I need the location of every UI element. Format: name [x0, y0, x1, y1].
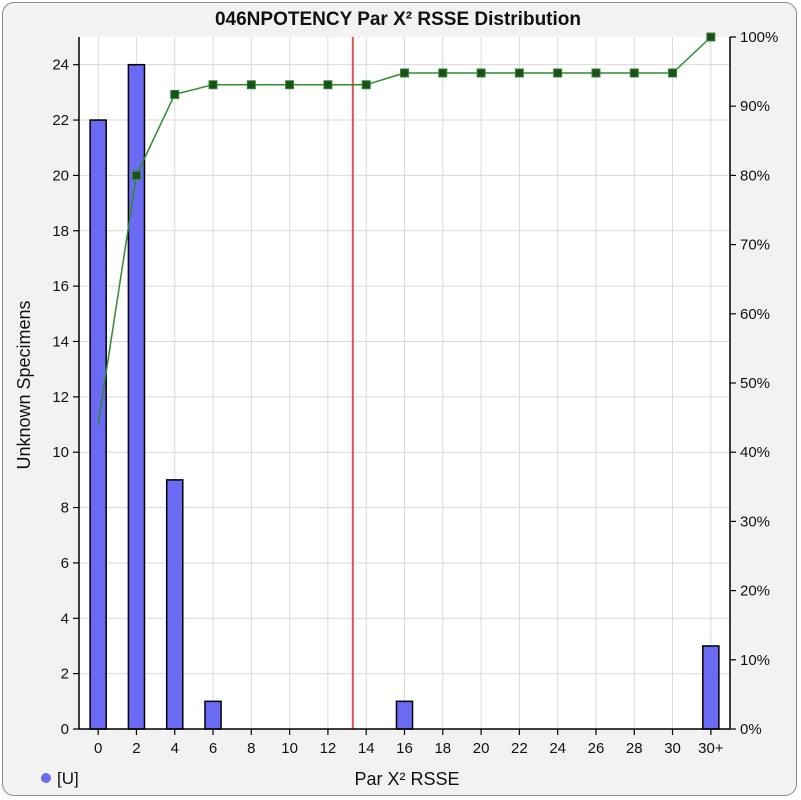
- cumulative-point: [476, 68, 486, 78]
- y-tick-label: 0: [61, 721, 69, 738]
- bar: [395, 700, 414, 730]
- x-tick-label: 24: [549, 740, 566, 757]
- x-tick-label: 6: [209, 740, 217, 757]
- cumulative-point: [131, 170, 141, 180]
- x-tick-label: 30+: [698, 740, 724, 757]
- bar: [204, 700, 222, 730]
- y-tick-label: 6: [61, 555, 69, 572]
- cumulative-point: [208, 80, 218, 90]
- cumulative-point: [170, 89, 180, 99]
- bar: [702, 645, 720, 730]
- x-tick-label: 10: [281, 740, 298, 757]
- y2-tick-label: 60%: [740, 306, 770, 323]
- x-tick-label: 4: [171, 740, 179, 757]
- cumulative-point: [553, 68, 563, 78]
- cumulative-point: [361, 80, 371, 90]
- bar: [89, 119, 107, 730]
- x-tick-label: 28: [626, 740, 643, 757]
- cumulative-point: [668, 68, 678, 78]
- y2-tick-label: 30%: [740, 513, 770, 530]
- x-tick-label: 2: [132, 740, 140, 757]
- x-tick-label: 18: [434, 740, 451, 757]
- cumulative-point: [438, 68, 448, 78]
- y2-tick-label: 20%: [740, 583, 770, 600]
- chart-title: 046NPOTENCY Par X² RSSE Distribution: [215, 9, 581, 30]
- bar: [165, 479, 184, 730]
- y-tick-label: 10: [52, 444, 69, 461]
- x-tick-label: 14: [358, 740, 375, 757]
- cumulative-point: [591, 68, 601, 78]
- y2-tick-label: 90%: [740, 98, 770, 115]
- y-tick-label: 22: [52, 112, 69, 129]
- x-tick-label: 8: [247, 740, 255, 757]
- plot-area: 0246810121416182022240%10%20%30%40%50%60…: [52, 29, 778, 757]
- x-tick-label: 30: [664, 740, 681, 757]
- y-tick-label: 4: [61, 610, 69, 627]
- chart-svg: 046NPOTENCY Par X² RSSE Distribution 024…: [14, 9, 778, 789]
- y2-tick-label: 70%: [740, 237, 770, 254]
- legend-label: [U]: [57, 769, 79, 788]
- cumulative-point: [514, 68, 524, 78]
- x-tick-label: 20: [473, 740, 490, 757]
- x-axis-label: Par X² RSSE: [354, 769, 459, 789]
- x-tick-label: 26: [588, 740, 605, 757]
- x-tick-label: 0: [94, 740, 102, 757]
- y-tick-label: 8: [61, 500, 69, 517]
- y-tick-label: 24: [52, 57, 69, 74]
- cumulative-point: [246, 80, 256, 90]
- cumulative-point: [706, 32, 716, 42]
- y-tick-label: 16: [52, 278, 69, 295]
- cumulative-point: [400, 68, 409, 78]
- y-tick-label: 18: [52, 223, 69, 240]
- y2-tick-label: 40%: [740, 444, 770, 461]
- cumulative-point: [285, 80, 295, 90]
- y2-tick-label: 10%: [740, 652, 770, 669]
- y2-tick-label: 100%: [740, 29, 778, 46]
- y-axis-label: Unknown Specimens: [14, 300, 34, 469]
- y2-tick-label: 80%: [740, 167, 770, 184]
- x-tick-label: 22: [511, 740, 528, 757]
- x-tick-label: 16: [396, 740, 413, 757]
- legend: [U]: [41, 769, 79, 788]
- legend-marker: [41, 773, 51, 783]
- y-tick-label: 2: [61, 666, 69, 683]
- x-tick-label: 12: [320, 740, 337, 757]
- y-tick-label: 20: [52, 167, 69, 184]
- y2-tick-label: 0%: [740, 721, 762, 738]
- cumulative-point: [323, 80, 333, 90]
- cumulative-point: [629, 68, 639, 78]
- y-tick-label: 14: [52, 333, 69, 350]
- y-tick-label: 12: [52, 389, 69, 406]
- y2-tick-label: 50%: [740, 375, 770, 392]
